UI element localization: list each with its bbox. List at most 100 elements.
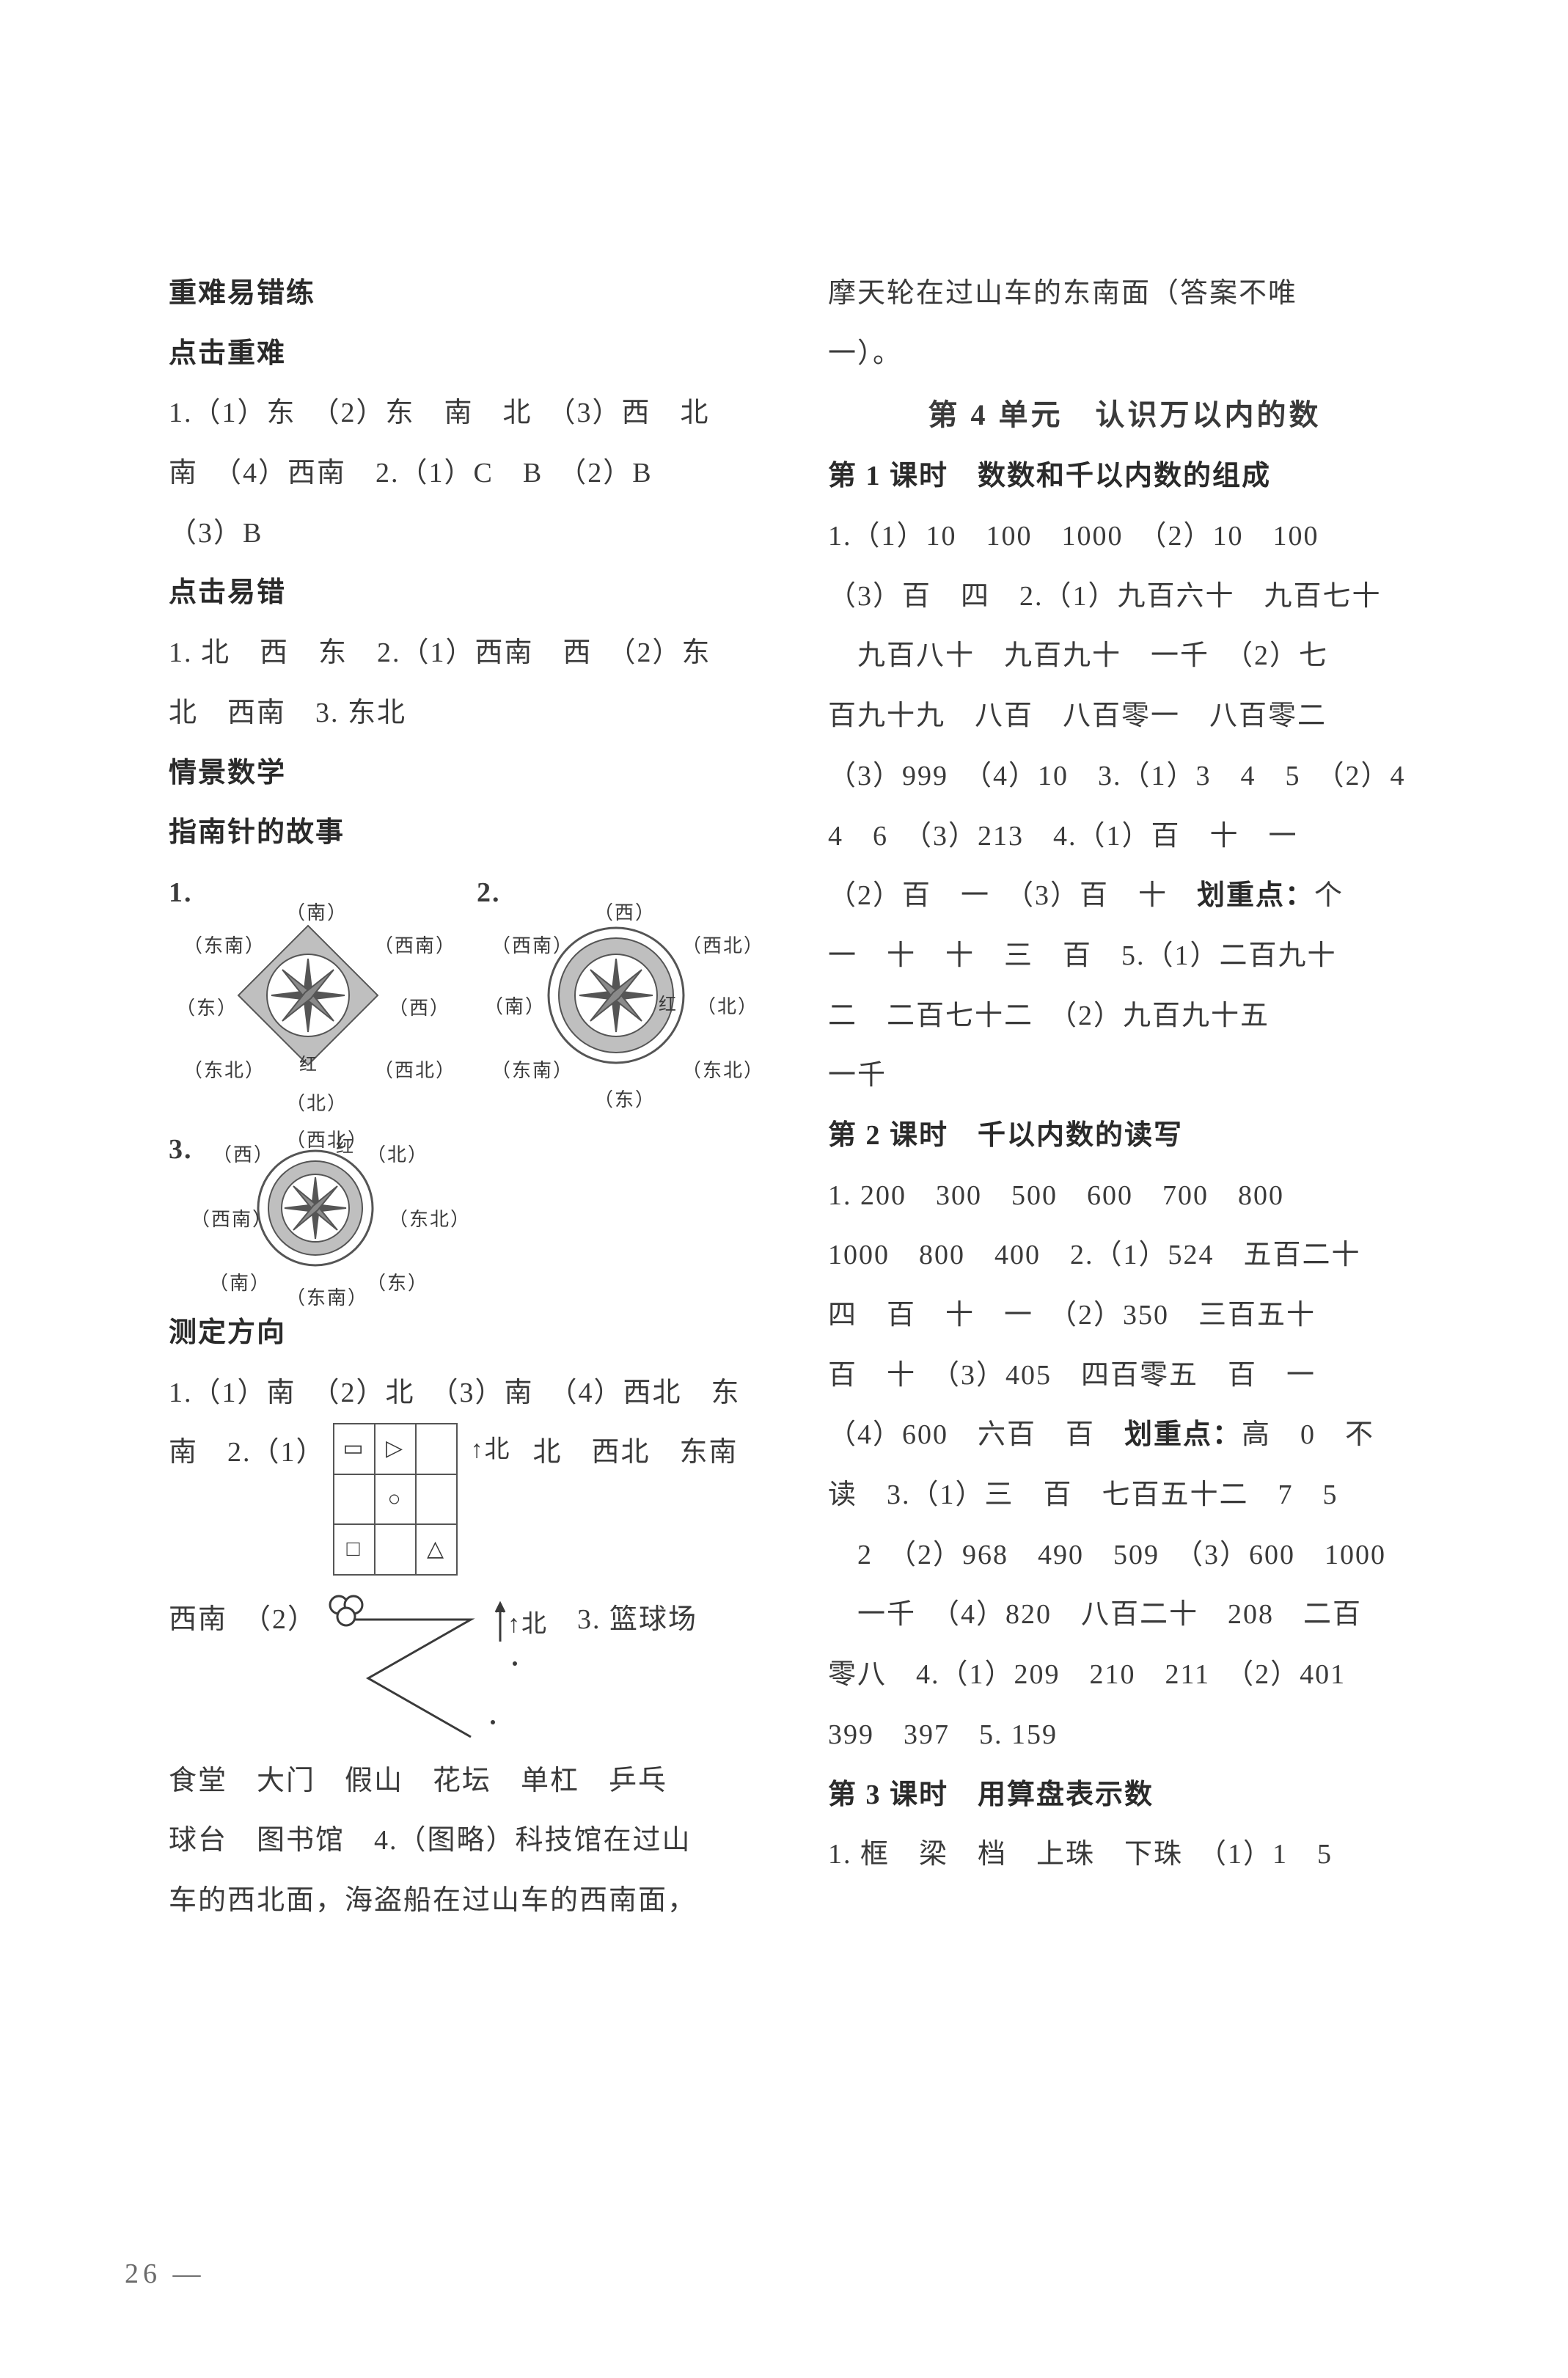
- right-column: 摩天轮在过山车的东南面（答案不唯 一）。 第 4 单元 认识万以内的数 第 1 …: [828, 264, 1421, 1931]
- compass-3-e: （东北）: [389, 1199, 471, 1240]
- grid-cell: ▭: [334, 1424, 375, 1474]
- text-line: 零八 4.（1）209 210 211 （2）401: [828, 1645, 1421, 1705]
- compass-2-ne: （西北）: [682, 926, 764, 967]
- heading-compass-story: 指南针的故事: [169, 803, 762, 863]
- compass-1-num: 1.: [169, 863, 193, 923]
- north-indicator: ↑北: [471, 1423, 511, 1477]
- compass-1-nw: （东南）: [183, 926, 265, 967]
- compass-2-n: （西）: [594, 893, 656, 934]
- north-indicator-2: ↑北: [508, 1598, 548, 1651]
- text-line: 1000 800 400 2.（1）524 五百二十: [828, 1226, 1421, 1286]
- text-line: 1. 框 梁 档 上珠 下珠 （1）1 5: [828, 1825, 1421, 1885]
- text-frag: 个: [1314, 880, 1344, 911]
- text-line: （2）百 一 （3）百 十 划重点：个: [828, 866, 1421, 926]
- heading-dianji-yicuo: 点击易错: [169, 563, 762, 623]
- compass-2-se: （东北）: [682, 1050, 764, 1091]
- compass-3-ne: （北）: [367, 1135, 428, 1176]
- text-line: 球台 图书馆 4.（图略）科技馆在过山: [169, 1811, 762, 1871]
- text-line: 车的西北面，海盗船在过山车的西南面，: [169, 1871, 762, 1931]
- compass-2: 2.: [477, 863, 755, 1113]
- compass-3-w: （西南）: [191, 1199, 273, 1240]
- text-frag: 西南 （2）: [169, 1590, 317, 1650]
- left-column: 重难易错练 点击重难 1.（1）东 （2）东 南 北 （3）西 北 南 （4）西…: [169, 264, 762, 1931]
- compass-1: 1. （南）: [169, 863, 447, 1113]
- text-line: 4 6 （3）213 4.（1）百 十 一: [828, 807, 1421, 867]
- text-line: 摩天轮在过山车的东南面（答案不唯: [828, 264, 1421, 324]
- compass-3: 3. （西北） （北）: [169, 1113, 477, 1303]
- text-line: 北 西南 3. 东北: [169, 684, 762, 744]
- text-line: （3）999 （4）10 3.（1）3 4 5 （2）4: [828, 747, 1421, 807]
- text-frag: 北 西北 东南: [533, 1423, 739, 1483]
- line-with-grid: 南 2.（1） ▭ ▷ ○: [169, 1423, 762, 1576]
- grid-cell: ▷: [375, 1424, 416, 1474]
- text-line: 南 （4）西南 2.（1）C B （2）B: [169, 444, 762, 504]
- grid-cell: [416, 1424, 457, 1474]
- text-frag: 3. 篮球场: [577, 1590, 697, 1650]
- text-frag: 高 0 不: [1242, 1419, 1374, 1450]
- text-line: 1.（1）东 （2）东 南 北 （3）西 北: [169, 384, 762, 444]
- compass-3-sw: （南）: [209, 1263, 271, 1304]
- text-frag: （4）600 六百 百: [828, 1419, 1124, 1450]
- compass-1-hong: 红: [299, 1047, 318, 1085]
- text-frag: 南 2.（1）: [169, 1423, 326, 1483]
- text-line: 一 十 十 三 百 5.（1）二百九十: [828, 926, 1421, 987]
- key-point-label: 划重点：: [1197, 880, 1314, 911]
- compass-1-se: （西北）: [374, 1050, 456, 1091]
- two-column-layout: 重难易错练 点击重难 1.（1）东 （2）东 南 北 （3）西 北 南 （4）西…: [169, 264, 1421, 1931]
- compass-1-e: （西）: [389, 988, 450, 1029]
- line-with-kite: 西南 （2） ↑北: [169, 1590, 762, 1752]
- text-line: 1.（1）南 （2）北 （3）南 （4）西北 东: [169, 1364, 762, 1424]
- heading-dianji-zhongnan: 点击重难: [169, 324, 762, 384]
- text-line: 食堂 大门 假山 花坛 单杠 乒乓: [169, 1752, 762, 1812]
- text-line: 一千 （4）820 八百二十 208 二百: [828, 1585, 1421, 1645]
- text-line: 四 百 十 一 （2）350 三百五十: [828, 1286, 1421, 1346]
- text-line: 读 3.（1）三 百 七百五十二 7 5: [828, 1466, 1421, 1526]
- grid-cell: □: [334, 1524, 375, 1575]
- lesson-3-title: 第 3 课时 用算盘表示数: [828, 1766, 1421, 1826]
- shape-grid: ▭ ▷ ○ □ △: [333, 1423, 458, 1576]
- unit-title: 第 4 单元 认识万以内的数: [828, 384, 1421, 447]
- compass-3-hong: 红: [336, 1129, 355, 1167]
- heading-ceding: 测定方向: [169, 1303, 762, 1364]
- text-line: 九百八十 九百九十 一千 （2）七: [828, 626, 1421, 687]
- compass-2-w: （南）: [484, 987, 546, 1028]
- text-line: 2 （2）968 490 509 （3）600 1000: [828, 1526, 1421, 1586]
- compass-2-e: （北）: [697, 987, 758, 1028]
- text-line: 399 397 5. 159: [828, 1705, 1421, 1766]
- text-line: 1.（1）10 100 1000 （2）10 100: [828, 507, 1421, 567]
- page-number: 26 —: [125, 2258, 205, 2290]
- grid-cell: [334, 1474, 375, 1525]
- text-line: 一）。: [828, 324, 1421, 384]
- text-line: 一千: [828, 1046, 1421, 1106]
- text-line: 百九十九 八百 八百零一 八百零二: [828, 687, 1421, 747]
- text-line: （4）600 六百 百 划重点：高 0 不: [828, 1405, 1421, 1466]
- compass-3-se: （东）: [367, 1263, 428, 1304]
- heading-qingjing: 情景数学: [169, 744, 762, 804]
- page: 重难易错练 点击重难 1.（1）东 （2）东 南 北 （3）西 北 南 （4）西…: [0, 0, 1568, 2378]
- compass-3-num: 3.: [169, 1120, 193, 1180]
- text-frag: （2）百 一 （3）百 十: [828, 880, 1197, 911]
- compass-1-ne: （西南）: [374, 926, 456, 967]
- compass-2-hong: 红: [659, 987, 678, 1025]
- heading-difficult: 重难易错练: [169, 264, 762, 324]
- compass-2-sw: （东南）: [491, 1050, 574, 1091]
- compass-3-nw: （西）: [213, 1135, 274, 1176]
- compass-2-num: 2.: [477, 863, 501, 923]
- compass-2-s: （东）: [594, 1080, 656, 1121]
- compass-1-w: （东）: [176, 988, 238, 1029]
- grid-cell: △: [416, 1524, 457, 1575]
- text-line: （3）B: [169, 504, 762, 564]
- compass-row-1: 1. （南）: [169, 863, 762, 1113]
- compass-2-nw: （西南）: [491, 926, 574, 967]
- text-line: 1. 北 西 东 2.（1）西南 西 （2）东: [169, 623, 762, 684]
- compass-3-n: （西北）: [286, 1120, 368, 1161]
- text-line: 1. 200 300 500 600 700 800: [828, 1166, 1421, 1226]
- compass-3-s: （东南）: [286, 1278, 368, 1319]
- text-line: 二 二百七十二 （2）九百九十五: [828, 987, 1421, 1047]
- lesson-2-title: 第 2 课时 千以内数的读写: [828, 1106, 1421, 1166]
- lesson-1-title: 第 1 课时 数数和千以内数的组成: [828, 447, 1421, 507]
- compass-1-sw: （东北）: [183, 1050, 265, 1091]
- text-line: （3）百 四 2.（1）九百六十 九百七十: [828, 567, 1421, 627]
- text-line: 百 十 （3）405 四百零五 百 一: [828, 1346, 1421, 1406]
- grid-cell: ○: [375, 1474, 416, 1525]
